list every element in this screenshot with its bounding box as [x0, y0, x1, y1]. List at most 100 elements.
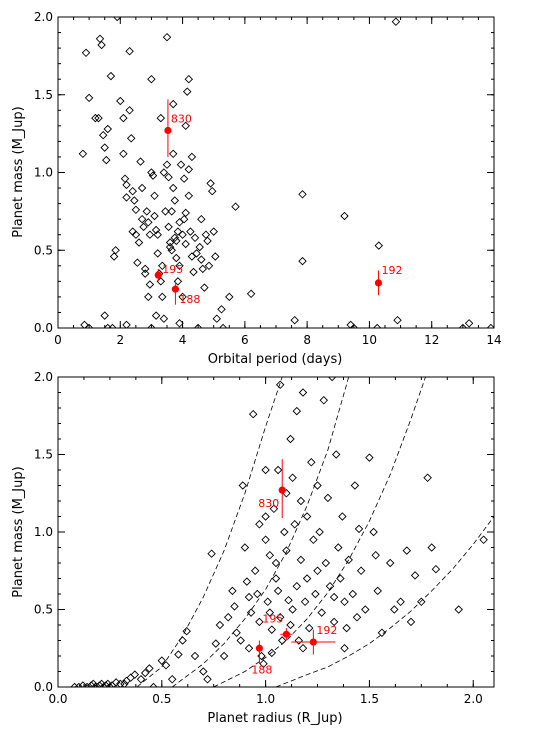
planet-point [101, 681, 111, 687]
planet-point [244, 643, 254, 653]
planet-point [218, 323, 228, 328]
y-tick-label: 0.5 [34, 603, 53, 617]
planet-point [139, 222, 148, 232]
planet-point [248, 409, 258, 419]
planet-point [193, 323, 203, 328]
planet-point [298, 190, 307, 199]
planet-point [290, 315, 299, 325]
planet-point [423, 473, 432, 483]
x-axis-label: Orbital period (days) [208, 352, 343, 367]
x-tick-label: 8 [303, 333, 311, 347]
planet-point [116, 679, 125, 687]
planet-point [212, 314, 222, 323]
planet-point [148, 171, 158, 180]
planet-point [119, 113, 128, 123]
planet-point [342, 623, 351, 633]
planet-point [170, 233, 180, 243]
planet-point [131, 205, 141, 215]
highlighted-point [278, 486, 286, 494]
highlighted-point [374, 279, 383, 287]
planet-point [319, 395, 329, 405]
planet-point [100, 311, 109, 320]
planet-point [102, 155, 111, 165]
planet-point [273, 586, 283, 596]
x-tick-label: 1.5 [360, 692, 379, 706]
planet-point [300, 597, 310, 607]
panel-period-mass: Orbital period (days) Planet mass (M_Jup… [11, 10, 502, 367]
planet-point [317, 608, 326, 617]
planet-point [393, 315, 402, 325]
planet-point [255, 519, 264, 529]
highlighted-point-label: 830 [171, 113, 192, 126]
planet-point [184, 191, 194, 201]
planet-point [164, 222, 173, 232]
planet-point [168, 183, 178, 193]
planet-point [275, 612, 285, 622]
x-tick-label: 1.0 [256, 692, 275, 706]
planet-point [182, 626, 191, 636]
planet-point [344, 555, 353, 565]
planet-point [209, 227, 218, 236]
planet-point [261, 465, 270, 475]
planet-point [98, 130, 108, 140]
planet-point [156, 113, 166, 123]
planet-point [150, 211, 159, 221]
planet-point [181, 239, 190, 249]
planet-point [147, 74, 156, 84]
model-curve [136, 377, 283, 687]
planet-point [168, 99, 178, 109]
highlighted-point-label: 195 [262, 612, 283, 625]
planet-point [267, 625, 277, 634]
planet-point [340, 643, 349, 653]
planet-point [184, 165, 194, 174]
planet-point [371, 550, 380, 560]
planet-point [78, 681, 88, 687]
planet-point [327, 377, 337, 382]
planet-point [294, 636, 304, 645]
planet-point [427, 543, 436, 552]
planet-point [356, 566, 366, 576]
planet-point [231, 202, 240, 211]
highlighted-point [309, 638, 317, 646]
planet-point [230, 602, 239, 611]
x-tick-label: 0.0 [48, 692, 67, 706]
highlighted-point [164, 126, 172, 135]
y-tick-label: 0.5 [34, 243, 53, 257]
planet-point [246, 608, 256, 617]
planet-point [458, 323, 468, 328]
planet-point [137, 183, 147, 193]
planet-point [410, 571, 420, 580]
planet-point [151, 311, 161, 320]
planet-point [144, 292, 153, 302]
planet-point [179, 214, 189, 224]
planet-point [311, 589, 320, 599]
planet-point [97, 679, 106, 687]
planet-point [174, 650, 183, 659]
planet-point [250, 566, 260, 576]
planet-point [111, 246, 120, 255]
planet-point [244, 592, 254, 602]
planet-point [82, 682, 92, 687]
planet-point [78, 149, 88, 159]
planet-point [119, 149, 128, 159]
planet-point [402, 546, 412, 555]
planet-point [116, 96, 125, 106]
planet-point [181, 208, 190, 218]
planet-point [307, 457, 316, 467]
y-tick-label: 2.0 [34, 370, 53, 384]
planet-point [263, 597, 272, 607]
planet-point [147, 323, 156, 328]
planet-point [187, 252, 197, 261]
planet-point [106, 71, 116, 81]
planet-point [298, 256, 307, 266]
highlighted-point [154, 271, 162, 279]
planet-point [184, 74, 194, 84]
planet-point [265, 550, 275, 560]
x-axis-label: Planet radius (R_Jup) [207, 711, 342, 726]
planet-point [122, 193, 131, 202]
planet-point [203, 236, 212, 246]
planet-point [125, 46, 134, 56]
planet-point [91, 682, 100, 687]
planet-point [84, 323, 94, 328]
